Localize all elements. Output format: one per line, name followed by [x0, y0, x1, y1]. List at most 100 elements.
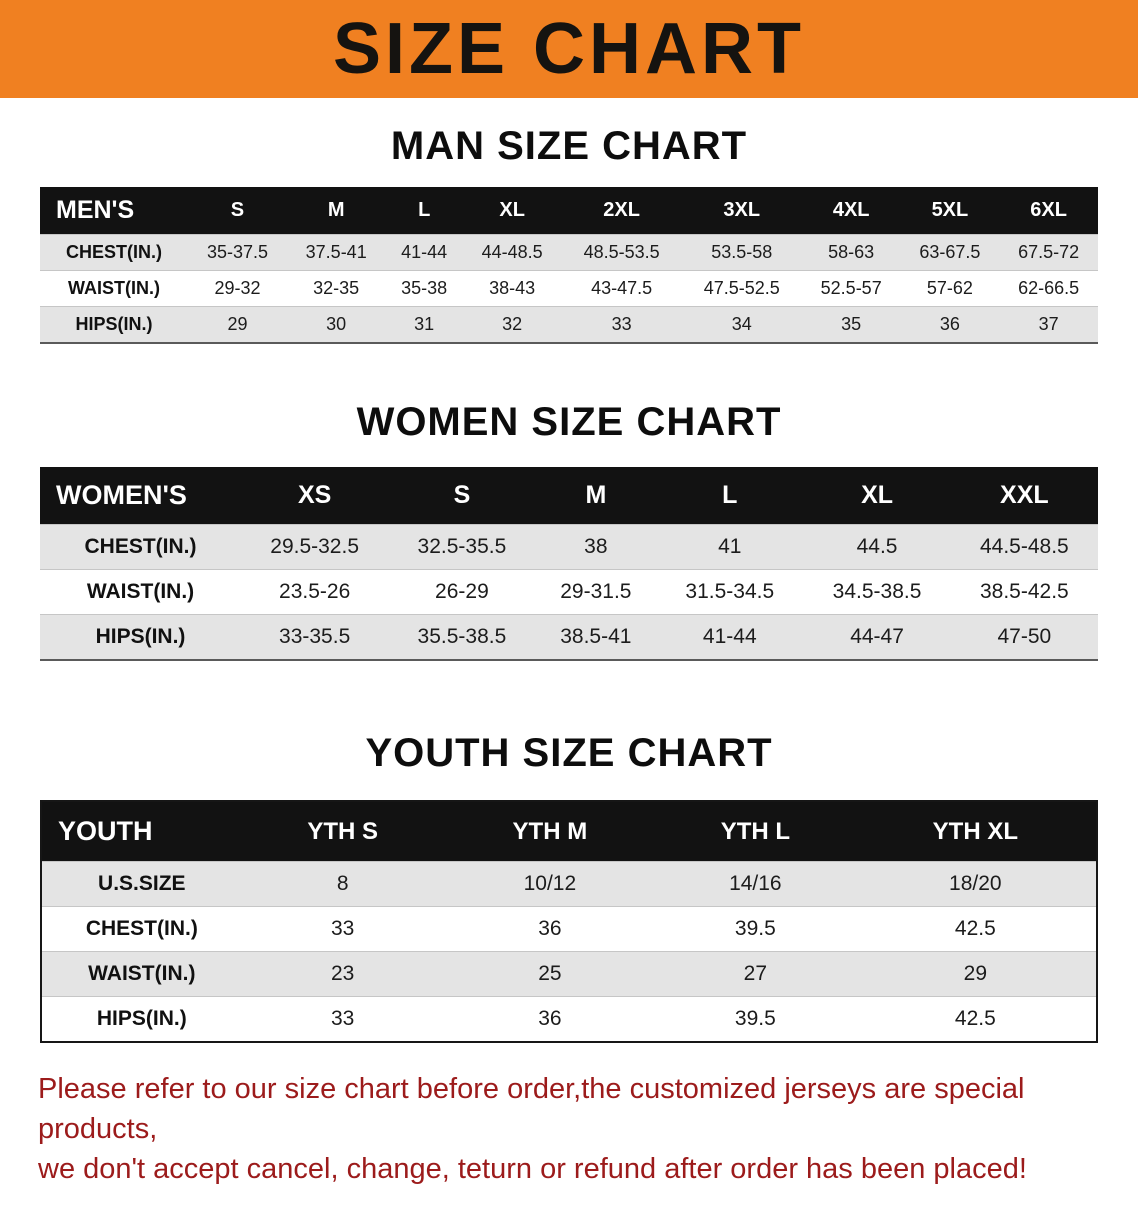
cell: 10/12 — [523, 872, 577, 895]
row-label: HIPS(IN.) — [95, 625, 186, 648]
column-header: XL — [803, 467, 951, 525]
men-section: MAN SIZE CHART MEN'S S M L XL 2XL 3XL 4XL 5XL 6XL… — [0, 98, 1138, 344]
row-label: WAIST(IN.) — [88, 962, 196, 985]
cell: 52.5-57 — [820, 278, 882, 298]
cell: 31 — [414, 314, 435, 334]
cell: 58-63 — [828, 242, 875, 262]
table-row: WAIST(IN.) 29-32 32-35 35-38 38-43 43-47.5 47.… — [40, 270, 1098, 307]
youth-section-heading: YOUTH SIZE CHART — [365, 731, 773, 775]
table-row: HIPS(IN.) 33 36 39.5 42.5 — [41, 996, 1097, 1042]
size-chart-banner: SIZE CHART — [0, 0, 1138, 98]
cell: 47.5-52.5 — [703, 278, 780, 298]
column-header: 2XL — [561, 187, 682, 235]
cell: 67.5-72 — [1018, 242, 1080, 262]
column-header: L — [385, 187, 463, 235]
cell: 44.5-48.5 — [979, 535, 1069, 558]
cell: 27 — [743, 962, 768, 985]
column-header: L — [656, 467, 804, 525]
youth-section: YOUTH SIZE CHART YOUTH YTH S YTH M YTH L YTH… — [0, 661, 1138, 1043]
row-label: CHEST(IN.) — [85, 917, 198, 940]
cell: 41-44 — [702, 625, 757, 648]
row-label: CHEST(IN.) — [84, 535, 197, 558]
men-section-heading: MAN SIZE CHART — [390, 124, 748, 168]
womens-size-table: WOMEN'S XS S M L XL XXL CHEST(IN.) 29.5-32.5 32.5… — [40, 467, 1098, 661]
cell: 29-31.5 — [560, 580, 632, 603]
cell: 32-35 — [313, 278, 360, 298]
table-title-cell: YOUTH — [41, 801, 242, 862]
header-row: WOMEN'S XS S M L XL XXL — [40, 467, 1098, 525]
column-header: XXL — [950, 467, 1098, 525]
cell: 37.5-41 — [305, 242, 367, 262]
cell: 41-44 — [401, 242, 448, 262]
cell: 41 — [718, 535, 742, 558]
cell: 38.5-42.5 — [979, 580, 1069, 603]
column-header: S — [188, 187, 287, 235]
column-header: 4XL — [801, 187, 901, 235]
column-header: YTH XL — [854, 801, 1097, 862]
table-row: U.S.SIZE 8 10/12 14/16 18/20 — [41, 861, 1097, 907]
column-header: M — [535, 467, 657, 525]
cell: 26-29 — [435, 580, 489, 603]
cell: 33 — [611, 314, 632, 334]
cell: 23.5-26 — [279, 580, 351, 603]
cell: 35.5-38.5 — [417, 625, 507, 648]
cell: 39.5 — [734, 917, 776, 940]
cell: 42.5 — [954, 1007, 996, 1030]
table-title-cell: WOMEN'S — [40, 467, 242, 525]
column-header: 6XL — [999, 187, 1098, 235]
header-row: MEN'S S M L XL 2XL 3XL 4XL 5XL 6XL — [40, 187, 1098, 235]
column-header: 3XL — [681, 187, 802, 235]
table-row: HIPS(IN.) 29 30 31 32 33 34 35 36 37 — [40, 306, 1098, 343]
cell: 31.5-34.5 — [685, 580, 775, 603]
cell: 53.5-58 — [711, 242, 773, 262]
column-header: 5XL — [900, 187, 1000, 235]
cell: 34.5-38.5 — [832, 580, 922, 603]
cell: 32.5-35.5 — [417, 535, 507, 558]
column-header: XL — [462, 187, 562, 235]
cell: 44.5 — [856, 535, 898, 558]
cell: 23 — [330, 962, 355, 985]
cell: 36 — [538, 917, 562, 940]
row-label: WAIST(IN.) — [86, 580, 195, 603]
column-header: YTH M — [443, 801, 657, 862]
women-section-heading: WOMEN SIZE CHART — [356, 400, 782, 444]
cell: 29 — [963, 962, 987, 985]
table-row: CHEST(IN.) 29.5-32.5 32.5-35.5 38 41 44.5 44.5… — [40, 524, 1098, 570]
cell: 14/16 — [729, 872, 782, 895]
cell: 39.5 — [734, 1007, 776, 1030]
disclaimer-line-2: we don't accept cancel, change, teturn o… — [38, 1153, 1027, 1186]
cell: 8 — [336, 872, 349, 895]
cell: 33 — [330, 1007, 355, 1030]
cell: 29-32 — [214, 278, 261, 298]
cell: 42.5 — [954, 917, 996, 940]
disclaimer: Please refer to our size chart before or… — [38, 1069, 1100, 1189]
cell: 29 — [227, 314, 248, 334]
youth-size-table: YOUTH YTH S YTH M YTH L YTH XL U.S.SIZE 8 10/12… — [40, 800, 1098, 1043]
table-title-cell: MEN'S — [40, 187, 189, 235]
cell: 43-47.5 — [591, 278, 653, 298]
table-row: CHEST(IN.) 35-37.5 37.5-41 41-44 44-48.5 48.5… — [40, 234, 1098, 271]
table-row: HIPS(IN.) 33-35.5 35.5-38.5 38.5-41 41-44 44-… — [40, 614, 1098, 660]
disclaimer-line-1: Please refer to our size chart before or… — [38, 1073, 1025, 1146]
cell: 34 — [731, 314, 752, 334]
cell: 35-38 — [401, 278, 448, 298]
cell: 29.5-32.5 — [270, 535, 360, 558]
cell: 25 — [538, 962, 562, 985]
column-header: XS — [241, 467, 389, 525]
column-header: YTH S — [241, 801, 444, 862]
cell: 30 — [326, 314, 347, 334]
cell: 38-43 — [489, 278, 536, 298]
cell: 44-47 — [850, 625, 904, 648]
mens-size-table: MEN'S S M L XL 2XL 3XL 4XL 5XL 6XL CHEST(IN.) 35-37… — [40, 187, 1098, 344]
cell: 57-62 — [926, 278, 973, 298]
row-label: WAIST(IN.) — [68, 278, 161, 298]
cell: 38.5-41 — [560, 625, 632, 648]
cell: 33-35.5 — [279, 625, 351, 648]
header-row: YOUTH YTH S YTH M YTH L YTH XL — [41, 801, 1097, 862]
cell: 38 — [584, 535, 608, 558]
cell: 18/20 — [949, 872, 1002, 895]
women-section: WOMEN SIZE CHART WOMEN'S XS S M L XL XXL CHEST(… — [0, 344, 1138, 661]
cell: 35 — [841, 314, 862, 334]
cell: 63-67.5 — [919, 242, 981, 262]
